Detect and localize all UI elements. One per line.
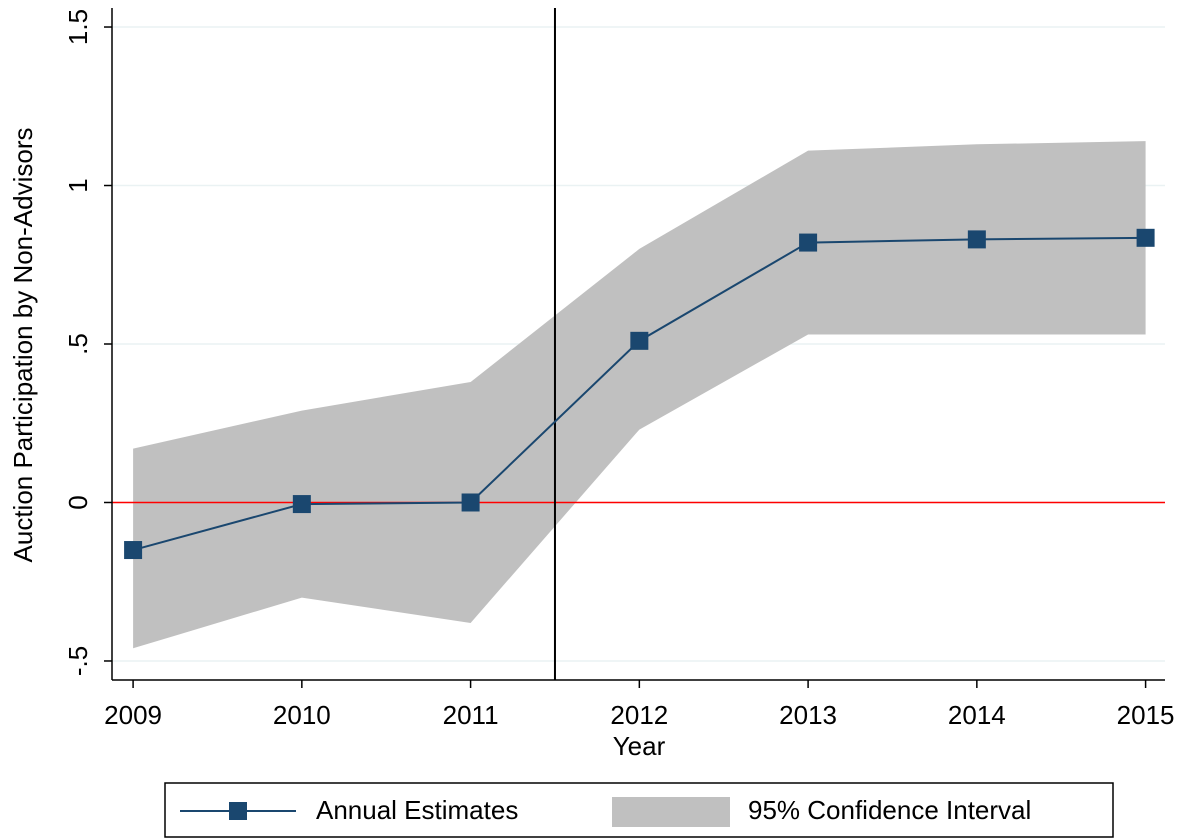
- legend-band-swatch: [612, 797, 730, 827]
- series-marker: [292, 495, 311, 514]
- y-axis-title: Auction Participation by Non-Advisors: [8, 128, 38, 563]
- x-tick-label: 2011: [443, 700, 499, 730]
- x-tick-label: 2015: [1117, 700, 1175, 730]
- series-marker: [967, 230, 986, 249]
- legend-label: 95% Confidence Interval: [748, 795, 1031, 825]
- x-axis-title: Year: [613, 731, 666, 761]
- x-tick-label: 2012: [610, 700, 668, 730]
- legend-label: Annual Estimates: [316, 795, 518, 825]
- x-tick-label: 2013: [779, 700, 837, 730]
- series-marker: [799, 233, 818, 252]
- y-tick-label: 1: [63, 178, 93, 192]
- series-marker: [461, 493, 480, 512]
- series-marker: [1136, 228, 1155, 247]
- confidence-band: [133, 141, 1146, 649]
- y-tick-label: .5: [63, 333, 93, 355]
- series-marker: [124, 541, 143, 560]
- x-tick-label: 2009: [104, 700, 162, 730]
- legend-marker-sample: [229, 802, 247, 820]
- x-tick-label: 2010: [273, 700, 331, 730]
- y-tick-label: 0: [63, 495, 93, 509]
- y-tick-label: 1.5: [63, 9, 93, 45]
- series-marker: [630, 331, 649, 350]
- x-tick-label: 2014: [948, 700, 1006, 730]
- y-tick-label: -.5: [63, 646, 93, 676]
